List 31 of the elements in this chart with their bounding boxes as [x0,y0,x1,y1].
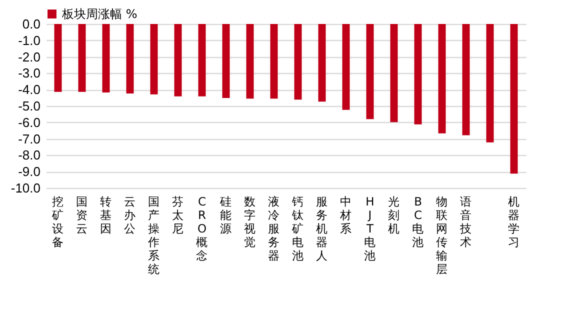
y-tick-label: -7.0 [18,131,40,146]
x-tick-label: BC电池 [412,194,424,249]
y-tick-label: -9.0 [18,164,40,180]
x-tick-label: 数字视觉 [244,194,256,249]
x-tick-label: 语音技术 [459,194,472,249]
x-tick-label: 钙钛矿电池 [291,194,304,262]
y-tick-label: -5.0 [18,98,40,114]
x-tick-label: 国产操作系统 [147,194,160,276]
y-tick-label: -2.0 [18,49,40,64]
x-tick-label: 机器学习 [508,194,520,249]
y-tick-label: 0.0 [22,16,40,32]
x-tick-label: 云办公 [124,194,136,236]
x-tick-label: HJT电池 [364,194,376,262]
x-tick-label: CRO概念 [196,194,208,262]
y-tick-label: -6.0 [18,114,40,130]
x-tick-label: 国资云 [76,194,88,236]
y-tick-label: -8.0 [18,148,40,163]
y-tick-label: -4.0 [18,82,40,98]
x-tick-label: 中材系 [339,194,352,236]
x-tick-label: 转基因 [100,194,112,236]
x-tick-label: 物联网传输层 [436,194,448,276]
x-tick-label: 挖矿设备 [51,194,64,249]
y-tick-label: -10.0 [10,180,40,196]
y-tick-label: -1.0 [18,32,40,48]
x-tick-label: 芬太尼 [172,194,184,236]
x-tick-label: 光刻机 [388,194,400,236]
x-tick-label: 硅能源 [219,194,232,236]
x-tick-label: 液冷服务器 [268,194,280,262]
legend-label: 板块周涨幅 % [61,7,138,21]
x-tick-label: 服务机器人 [316,194,328,262]
y-tick-label: -3.0 [18,66,40,81]
